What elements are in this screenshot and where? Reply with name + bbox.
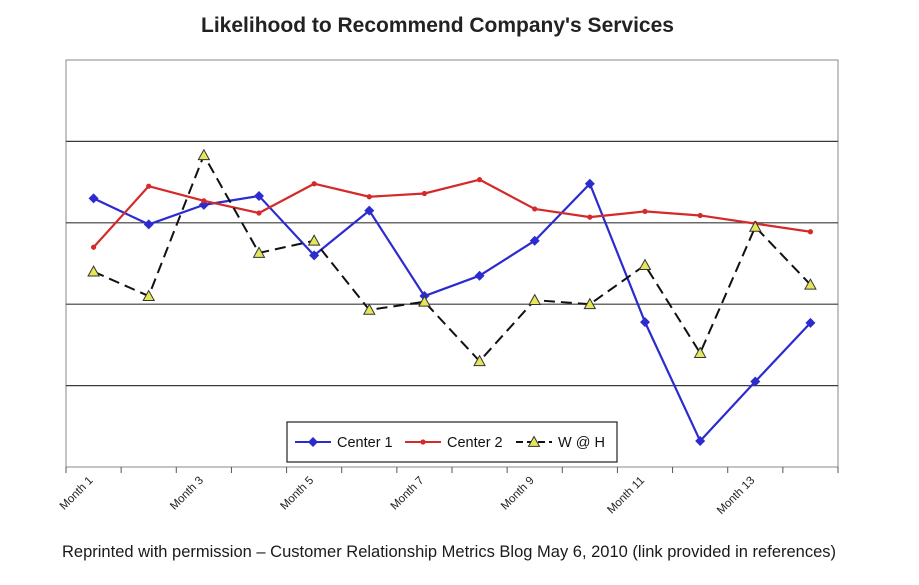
- data-point-series-2: [476, 177, 483, 183]
- data-point-series-2: [311, 181, 317, 187]
- data-point-series-3: [418, 295, 431, 307]
- data-point-series-1: [750, 376, 761, 387]
- x-tick-label: Month 5: [278, 475, 316, 513]
- data-point-series-3: [142, 289, 156, 301]
- data-point-series-3: [307, 234, 321, 246]
- data-point-series-1: [805, 317, 816, 328]
- caption: Reprinted with permission – Customer Rel…: [62, 543, 837, 561]
- data-point-series-1: [695, 435, 706, 446]
- data-point-series-1: [640, 317, 650, 328]
- data-point-series-3: [362, 303, 376, 315]
- chart-title: Likelihood to Recommend Company's Servic…: [201, 14, 674, 37]
- data-point-series-2: [697, 212, 703, 219]
- data-point-series-2: [146, 183, 152, 189]
- data-point-series-1: [474, 270, 485, 281]
- x-tick-label: Month 1: [58, 475, 96, 513]
- data-point-series-3: [473, 354, 486, 367]
- x-tick-label: Month 11: [605, 475, 647, 517]
- data-point-series-2: [256, 210, 262, 216]
- data-point-series-3: [197, 148, 211, 161]
- data-point-series-1: [584, 178, 595, 189]
- legend-marker-1: [308, 437, 318, 447]
- data-point-series-1: [88, 193, 99, 204]
- data-point-series-1: [254, 190, 264, 201]
- data-point-series-3: [693, 346, 707, 358]
- legend-marker-2: [420, 439, 426, 445]
- data-point-series-3: [748, 220, 762, 232]
- data-point-series-2: [642, 208, 648, 215]
- data-point-series-2: [587, 214, 593, 220]
- legend-label-2: Center 2: [447, 435, 503, 451]
- data-point-series-2: [807, 229, 814, 235]
- data-point-series-3: [638, 258, 652, 271]
- x-tick-label: Month 13: [715, 475, 757, 517]
- data-point-series-1: [364, 205, 375, 216]
- series-line-3: [93, 154, 812, 363]
- data-point-series-1: [529, 235, 540, 246]
- data-point-series-3: [804, 278, 817, 290]
- data-point-series-2: [366, 194, 372, 200]
- data-point-series-3: [252, 246, 266, 258]
- legend-box: [286, 421, 618, 463]
- plot-area: [65, 59, 839, 468]
- data-point-series-2: [201, 198, 207, 204]
- x-tick-label: Month 7: [389, 475, 427, 513]
- legend-label-3: W @ H: [558, 435, 605, 451]
- data-point-series-1: [309, 250, 320, 261]
- data-point-series-3: [528, 293, 542, 306]
- x-tick-label: Month 9: [499, 475, 537, 513]
- data-point-series-3: [87, 265, 100, 277]
- legend-marker-3: [527, 435, 541, 447]
- data-point-series-3: [583, 297, 597, 310]
- legend-label-1: Center 1: [337, 435, 393, 451]
- x-tick-label: Month 3: [168, 475, 206, 513]
- data-point-series-2: [421, 190, 428, 197]
- series-line-2: [92, 178, 811, 248]
- data-point-series-1: [143, 219, 154, 230]
- data-point-series-2: [90, 244, 97, 250]
- data-point-series-2: [532, 206, 538, 212]
